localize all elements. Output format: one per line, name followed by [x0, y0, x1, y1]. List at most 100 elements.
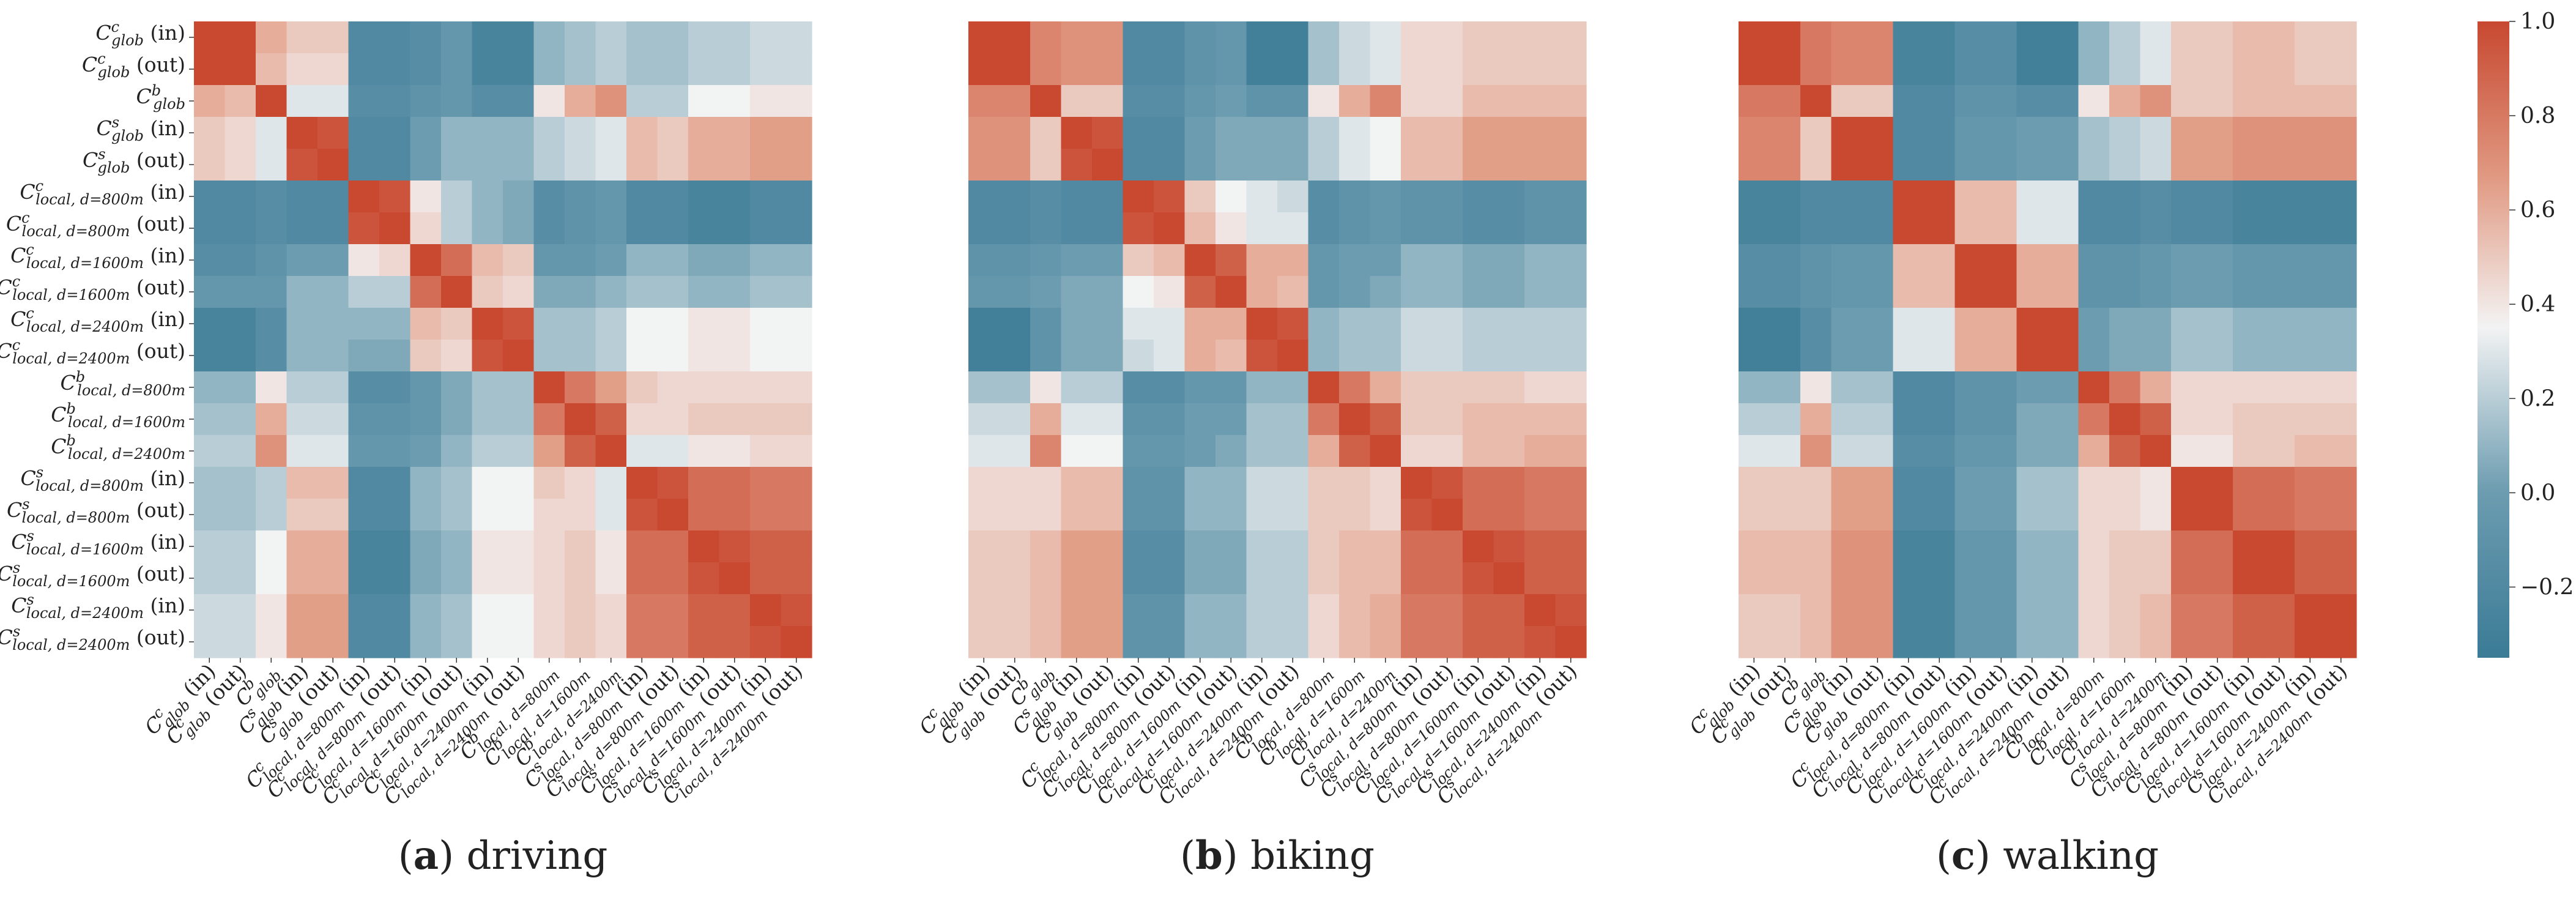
heatmap-cell	[1800, 499, 1832, 531]
heatmap-cell	[1154, 435, 1186, 467]
heatmap-cell	[2171, 403, 2203, 436]
heatmap-cell	[1493, 149, 1525, 181]
heatmap-cell	[472, 308, 503, 340]
heatmap-cell	[2047, 594, 2079, 627]
heatmap-cell	[1092, 308, 1124, 340]
heatmap-cell	[1339, 435, 1371, 467]
heatmap-cell	[2233, 85, 2265, 117]
heatmap-cell	[1216, 181, 1247, 213]
heatmap-cell	[1401, 308, 1433, 340]
heatmap-cell	[2109, 530, 2141, 563]
heatmap-cell	[1339, 562, 1371, 595]
heatmap-cell	[2202, 530, 2233, 563]
heatmap-cell	[1154, 340, 1186, 372]
heatmap-cell	[1739, 626, 1770, 658]
heatmap-cell	[472, 435, 503, 467]
heatmap-cell	[1339, 276, 1371, 308]
heatmap-cell	[2325, 85, 2357, 117]
heatmap-cell	[750, 308, 782, 340]
heatmap-cell	[781, 403, 812, 436]
heatmap-cell	[1986, 308, 2017, 340]
heatmap-cell	[1862, 371, 1894, 404]
heatmap-cell	[2016, 594, 2048, 627]
heatmap-cell	[1184, 149, 1216, 181]
heatmap-panel-walking	[1739, 21, 2357, 658]
heatmap-cell	[1862, 276, 1894, 308]
heatmap-cell	[688, 53, 720, 86]
heatmap-cell	[781, 53, 812, 86]
heatmap-cell	[565, 530, 596, 563]
heatmap-cell	[688, 594, 720, 627]
heatmap-cell	[379, 85, 411, 117]
heatmap-cell	[1030, 117, 1062, 149]
heatmap-cell	[2016, 530, 2048, 563]
colorbar-gradient	[2478, 21, 2509, 658]
heatmap-cell	[1123, 562, 1154, 595]
heatmap-cell	[2325, 403, 2357, 436]
heatmap-cell	[256, 371, 288, 404]
heatmap-cell	[441, 117, 473, 149]
heatmap-cell	[2016, 244, 2048, 277]
heatmap-cell	[441, 276, 473, 308]
heatmap-cell	[1431, 149, 1463, 181]
heatmap-cell	[286, 212, 318, 245]
heatmap-cell	[1893, 53, 1925, 86]
heatmap-cell	[1401, 149, 1433, 181]
heatmap-cell	[1862, 308, 1894, 340]
heatmap-cell	[1030, 308, 1062, 340]
heatmap-cell	[1216, 499, 1247, 531]
heatmap-cell	[533, 117, 565, 149]
heatmap-cell	[1986, 117, 2017, 149]
heatmap-cell	[1184, 467, 1216, 499]
heatmap-cell	[1184, 530, 1216, 563]
heatmap-cell	[1954, 276, 1986, 308]
heatmap-cell	[348, 403, 380, 436]
heatmap-cell	[1370, 594, 1401, 627]
heatmap-cell	[1739, 117, 1770, 149]
heatmap-cell	[626, 181, 658, 213]
heatmap-cell	[1308, 308, 1340, 340]
heatmap-cell	[719, 594, 751, 627]
heatmap-cell	[1893, 371, 1925, 404]
heatmap-cell	[1739, 340, 1770, 372]
colorbar-tick-label: 1.0	[2520, 9, 2555, 34]
heatmap-cell	[1524, 21, 1556, 54]
heatmap-cell	[2140, 212, 2172, 245]
heatmap-cell	[719, 53, 751, 86]
heatmap-cell	[657, 149, 689, 181]
heatmap-cell	[2295, 308, 2326, 340]
heatmap-cell	[1769, 340, 1801, 372]
heatmap-cell	[1555, 53, 1587, 86]
heatmap-cell	[1277, 308, 1309, 340]
heatmap-cell	[595, 435, 627, 467]
heatmap-cell	[1954, 371, 1986, 404]
heatmap-cell	[688, 21, 720, 54]
heatmap-cell	[781, 435, 812, 467]
heatmap-cell	[565, 340, 596, 372]
heatmap-cell	[968, 53, 1000, 86]
heatmap-cell	[2047, 244, 2079, 277]
heatmap-cell	[2047, 340, 2079, 372]
heatmap-cell	[1800, 594, 1832, 627]
heatmap-cell	[750, 340, 782, 372]
heatmap-cell	[1216, 212, 1247, 245]
heatmap-cell	[2109, 594, 2141, 627]
heatmap-cell	[2325, 435, 2357, 467]
heatmap-cell	[1524, 626, 1556, 658]
heatmap-cell	[1154, 562, 1186, 595]
heatmap-cell	[1246, 53, 1278, 86]
heatmap-cell	[225, 53, 256, 86]
heatmap-cell	[1463, 85, 1494, 117]
heatmap-cell	[1216, 340, 1247, 372]
heatmap-cell	[194, 594, 226, 627]
heatmap-cell	[1831, 53, 1863, 86]
heatmap-cell	[225, 212, 256, 245]
heatmap-cell	[968, 340, 1000, 372]
heatmap-cell	[565, 467, 596, 499]
heatmap-cell	[750, 371, 782, 404]
heatmap-cell	[472, 626, 503, 658]
heatmap-cell	[441, 181, 473, 213]
heatmap-cell	[1431, 403, 1463, 436]
